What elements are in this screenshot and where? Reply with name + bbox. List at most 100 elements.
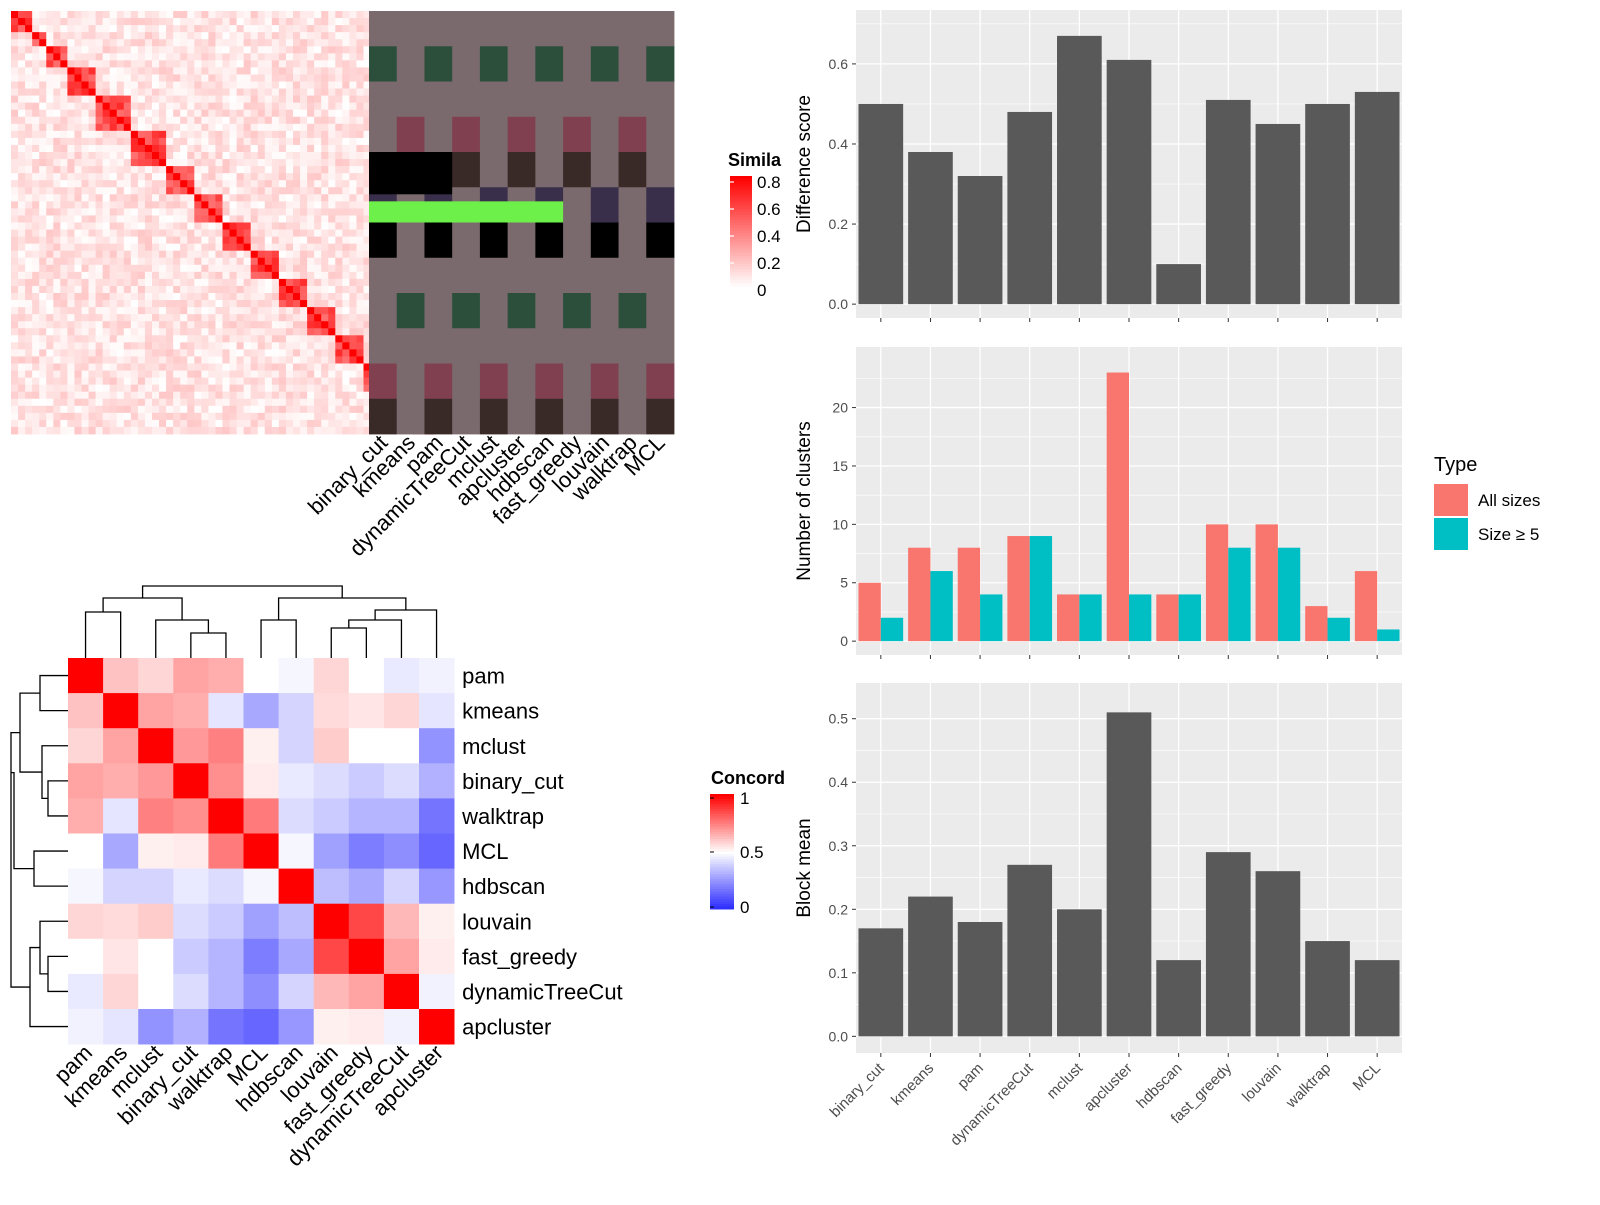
concordance-cell bbox=[208, 868, 244, 905]
similarity-cell bbox=[314, 18, 322, 26]
similarity-cell bbox=[137, 60, 146, 68]
annotation-cell bbox=[424, 349, 453, 357]
similarity-cell bbox=[363, 412, 371, 421]
similarity-cell bbox=[342, 328, 350, 336]
similarity-cell bbox=[229, 60, 237, 68]
concordance-cell bbox=[243, 1009, 279, 1045]
similarity-cell bbox=[152, 335, 160, 343]
similarity-cell bbox=[208, 25, 216, 33]
similarity-cell bbox=[81, 264, 89, 273]
similarity-cell bbox=[173, 53, 181, 61]
similarity-cell bbox=[152, 130, 160, 139]
bar-apcluster-size-ge-5 bbox=[1129, 594, 1152, 642]
similarity-cell bbox=[222, 384, 230, 393]
annotation-cell bbox=[618, 25, 647, 33]
concordance-cell bbox=[138, 868, 174, 905]
similarity-cell bbox=[215, 398, 223, 407]
similarity-cell bbox=[180, 88, 188, 96]
similarity-cell bbox=[116, 405, 125, 414]
similarity-cell bbox=[144, 363, 153, 371]
similarity-cell bbox=[109, 328, 118, 336]
similarity-legend-gradient-step bbox=[730, 217, 752, 221]
similarity-cell bbox=[116, 426, 125, 435]
similarity-cell bbox=[363, 384, 371, 393]
annotation-cell bbox=[396, 398, 425, 407]
concordance-cell bbox=[383, 868, 420, 905]
dendrogram-branch bbox=[11, 771, 34, 870]
similarity-cell bbox=[222, 250, 230, 259]
annotation-cell bbox=[535, 130, 564, 139]
similarity-cell bbox=[293, 391, 301, 400]
similarity-cell bbox=[25, 116, 33, 125]
annotation-cell bbox=[369, 391, 398, 400]
similarity-cell bbox=[215, 321, 223, 329]
similarity-cell bbox=[208, 173, 216, 181]
annotation-cell bbox=[396, 349, 425, 357]
annotation-cell bbox=[396, 370, 425, 378]
concordance-cell bbox=[208, 693, 244, 729]
similarity-cell bbox=[46, 46, 54, 54]
similarity-cell bbox=[123, 208, 132, 216]
annotation-cell bbox=[590, 95, 619, 104]
similarity-cell bbox=[180, 95, 188, 104]
similarity-cell bbox=[25, 419, 33, 428]
similarity-cell bbox=[123, 264, 132, 273]
concordance-legend-gradient-step bbox=[710, 891, 734, 895]
similarity-cell bbox=[349, 271, 357, 280]
similarity-cell bbox=[215, 53, 223, 61]
similarity-cell bbox=[229, 278, 237, 287]
similarity-cell bbox=[95, 300, 104, 308]
concordance-cell bbox=[243, 938, 279, 975]
similarity-cell bbox=[278, 293, 287, 301]
similarity-cell bbox=[88, 419, 96, 428]
annotation-cell bbox=[563, 335, 592, 343]
similarity-cell bbox=[271, 307, 280, 315]
similarity-cell bbox=[144, 271, 153, 280]
similarity-cell bbox=[222, 74, 230, 82]
annotation-cell bbox=[590, 243, 619, 252]
similarity-cell bbox=[257, 39, 266, 47]
similarity-cell bbox=[144, 123, 153, 132]
similarity-cell bbox=[363, 363, 371, 371]
similarity-cell bbox=[300, 53, 308, 61]
annotation-cell bbox=[369, 293, 398, 301]
annotation-cell bbox=[507, 152, 536, 160]
similarity-cell bbox=[102, 426, 111, 435]
similarity-cell bbox=[39, 159, 47, 167]
similarity-cell bbox=[257, 166, 266, 174]
similarity-cell bbox=[180, 370, 188, 378]
similarity-cell bbox=[180, 321, 188, 329]
similarity-cell bbox=[293, 32, 301, 40]
similarity-cell bbox=[88, 356, 96, 364]
concordance-legend-gradient-step bbox=[710, 796, 734, 800]
similarity-cell bbox=[342, 74, 350, 82]
similarity-cell bbox=[67, 328, 75, 336]
similarity-cell bbox=[300, 208, 308, 216]
similarity-cell bbox=[116, 370, 125, 378]
similarity-cell bbox=[250, 46, 259, 54]
annotation-cell bbox=[618, 39, 647, 47]
similarity-cell bbox=[11, 285, 19, 294]
similarity-cell bbox=[194, 180, 202, 188]
similarity-cell bbox=[356, 314, 364, 322]
similarity-cell bbox=[109, 81, 118, 89]
similarity-cell bbox=[349, 215, 357, 223]
similarity-cell bbox=[123, 11, 132, 19]
annotation-cell bbox=[396, 222, 425, 230]
similarity-cell bbox=[335, 377, 343, 386]
similarity-cell bbox=[180, 166, 188, 174]
similarity-cell bbox=[321, 159, 329, 167]
similarity-cell bbox=[81, 370, 89, 378]
y-tick-label: 0.4 bbox=[829, 136, 849, 152]
similarity-cell bbox=[321, 363, 329, 371]
similarity-cell bbox=[222, 377, 230, 386]
similarity-cell bbox=[11, 426, 19, 435]
annotation-cell bbox=[535, 271, 564, 280]
similarity-cell bbox=[67, 102, 75, 111]
similarity-cell bbox=[243, 208, 252, 216]
similarity-legend-gradient-step bbox=[730, 261, 752, 265]
annotation-cell bbox=[424, 215, 453, 223]
annotation-cell bbox=[535, 102, 564, 111]
similarity-cell bbox=[173, 173, 181, 181]
similarity-cell bbox=[159, 152, 167, 160]
